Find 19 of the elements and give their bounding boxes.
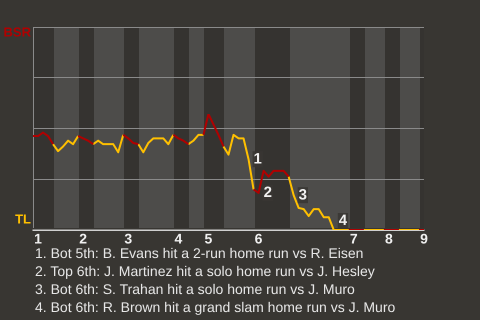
x-tick-label: 6	[254, 230, 263, 246]
x-tick-label: 2	[79, 230, 88, 246]
x-tick-label: 3	[124, 230, 132, 246]
x-tick-label: 7	[350, 230, 358, 246]
text: TL	[15, 212, 32, 227]
annotation: 3	[298, 186, 308, 204]
annotation: 4	[338, 212, 348, 230]
annotation: 2	[264, 184, 272, 202]
text: 1. Bot 5th: B. Evans hit a 2-run home run vs R. Eisen	[35, 245, 364, 261]
text: BSR	[4, 24, 32, 40]
x-tick-label: 9	[420, 230, 428, 246]
text: 4. Bot 6th: R. Brown hit a grand slam home run vs J. Muro	[35, 298, 396, 316]
annotation: 1	[254, 150, 262, 168]
x-tick-label: 4	[174, 230, 182, 246]
x-tick-label: 8	[385, 230, 394, 246]
x-tick-label: 1	[34, 230, 42, 246]
text: 2. Top 6th: J. Martinez hit a solo home run vs J. Hesley	[35, 262, 376, 280]
x-tick-label: 5	[204, 230, 213, 246]
text: 3. Bot 6th: S. Trahan hit a solo home run vs J. Muro	[35, 280, 356, 298]
